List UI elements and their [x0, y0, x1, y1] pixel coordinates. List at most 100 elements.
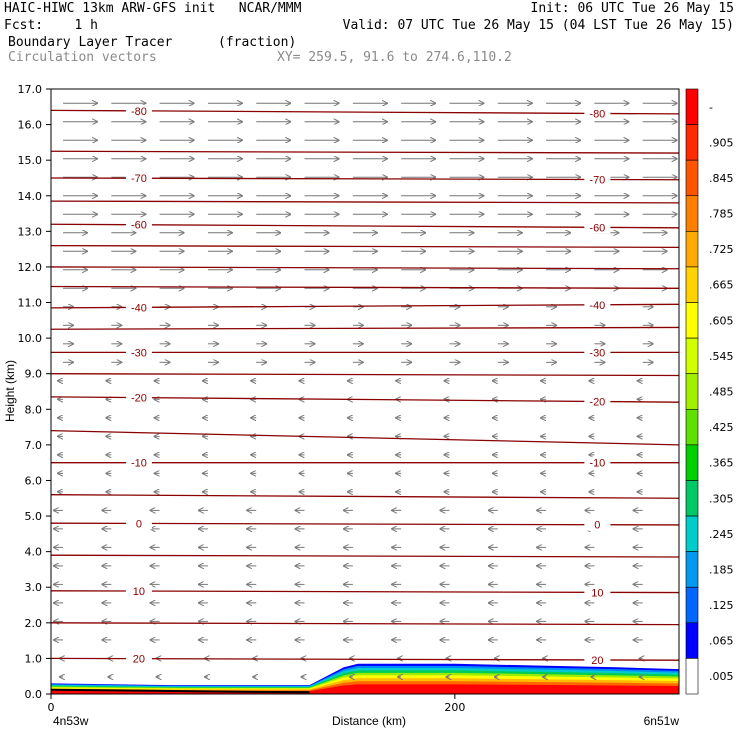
y-tick-label: 8.0 [25, 403, 43, 416]
contour-label-bg [584, 518, 611, 531]
colorbar-label: .545 [709, 350, 734, 363]
colorbar-swatch [685, 231, 699, 268]
colorbar-label: .785 [709, 208, 734, 221]
y-tick-label: 4.0 [25, 546, 43, 559]
vector-field-label: Circulation vectors [8, 50, 157, 65]
x-tick-label: 0 [48, 701, 55, 714]
contour-line [51, 303, 679, 309]
contour-label-bg [125, 517, 152, 530]
contour-label-bg [584, 653, 611, 666]
contour-label: -20 [589, 396, 605, 408]
y-tick-label: 5.0 [25, 510, 43, 523]
y-tick-label: 15.0 [18, 154, 43, 167]
contour-label: -70 [589, 175, 605, 187]
contour-label: 0 [594, 520, 600, 532]
contour-label: -60 [131, 220, 147, 232]
contour-label-bg [584, 173, 611, 186]
header-line1-right: Init: 06 UTC Tue 26 May 15 [530, 1, 735, 16]
contour-label: -70 [131, 173, 147, 185]
contour-label-bg [584, 395, 611, 408]
contour-line [51, 285, 679, 289]
colorbar-label: - [709, 101, 713, 114]
x-axis-label: Distance (km) [332, 714, 406, 728]
contour-label: -40 [131, 302, 147, 314]
contour-line [51, 266, 679, 270]
contour-line [51, 657, 679, 661]
contour-label: 20 [591, 655, 603, 667]
contour-label-bg [584, 298, 611, 311]
colorbar-swatch [685, 373, 699, 410]
contour-label-bg [125, 172, 152, 185]
y-tick-label: 10.0 [18, 332, 43, 345]
y-tick-label: 16.0 [18, 119, 43, 132]
contour-label: 10 [591, 587, 603, 599]
contour-label: -60 [589, 222, 605, 234]
colorbar-label: .185 [709, 563, 734, 576]
contour-label-bg [125, 585, 152, 598]
colorbar-label: .725 [709, 243, 734, 256]
colorbar-label: .485 [709, 386, 734, 399]
plot-frame [50, 88, 680, 695]
contour-label: -10 [131, 458, 147, 470]
x-axis: 0 200 [48, 694, 465, 714]
colorbar-label: .425 [709, 421, 734, 434]
y-tick-label: 7.0 [25, 439, 43, 452]
y-tick-label: 9.0 [25, 368, 43, 381]
colorbar-label: .665 [709, 279, 734, 292]
colorbar-label: .605 [709, 314, 734, 327]
contour-line [51, 429, 679, 446]
xy-range-label: XY= 259.5, 91.6 to 274.6,110.2 [277, 50, 512, 65]
contour-line [51, 373, 679, 377]
contour-label-bg [584, 456, 611, 469]
y-tick-label: 14.0 [18, 190, 43, 203]
tracer-fill [51, 663, 679, 694]
contour-line [51, 109, 679, 115]
y-tick-label: 2.0 [25, 617, 43, 630]
colorbar-swatch [685, 159, 699, 197]
colorbar-swatch [685, 124, 699, 161]
contour-line [51, 554, 679, 558]
colorbar-label: .365 [709, 457, 734, 470]
y-tick-label: 0.0 [25, 688, 43, 701]
contour-line [51, 177, 679, 181]
contour-label-bg [125, 391, 152, 404]
y-tick-label: 1.0 [25, 652, 43, 665]
contour-line [51, 200, 679, 204]
contour-label-bg [125, 456, 152, 469]
field-title: Boundary Layer Tracer [8, 35, 173, 50]
y-tick-label: 12.0 [18, 261, 43, 274]
contour-line [51, 522, 679, 526]
contour-line [51, 150, 679, 154]
contour-label: 20 [133, 654, 145, 666]
colorbar-swatch [685, 515, 699, 552]
contour-label-bg [584, 586, 611, 599]
colorbar-swatch [685, 195, 699, 232]
colorbar-label: .065 [709, 635, 734, 648]
y-tick-label: 6.0 [25, 474, 43, 487]
contour-line [51, 223, 679, 229]
colorbar-swatch [685, 622, 699, 659]
colorbar-swatch [685, 266, 699, 303]
terrain-line [51, 688, 310, 694]
contour-line [51, 326, 679, 330]
contour-label: -30 [589, 347, 605, 359]
contour-line [51, 590, 679, 594]
y-tick-label: 3.0 [25, 581, 43, 594]
contour-label: -40 [589, 300, 605, 312]
contour-label-bg [125, 218, 152, 231]
colorbar-swatch [685, 586, 699, 624]
y-axis: 0.0 1.0 2.0 3.0 4.0 5.0 6.0 7.0 8.0 9.0 10.0 11.0 12… [18, 83, 51, 701]
y-tick-label: 13.0 [18, 225, 43, 238]
y-tick-label: 11.0 [18, 297, 43, 310]
contour-line [51, 494, 679, 499]
contour-lines: -80 -80 -70 -70 -60 -60 -40 -40 -30 -30 -20 -20 -10 -… [51, 104, 679, 667]
x-start-label: 4n53w [53, 714, 89, 728]
contour-label: -10 [589, 458, 605, 470]
colorbar: - .905 .845 .785 .725 .665 .605 .545 .485 .425 .36… [685, 88, 734, 695]
colorbar-swatch [685, 302, 699, 339]
contour-label-bg [584, 346, 611, 359]
colorbar-label: .005 [709, 670, 734, 683]
colorbar-label: .305 [709, 492, 734, 505]
contour-line [51, 396, 679, 403]
